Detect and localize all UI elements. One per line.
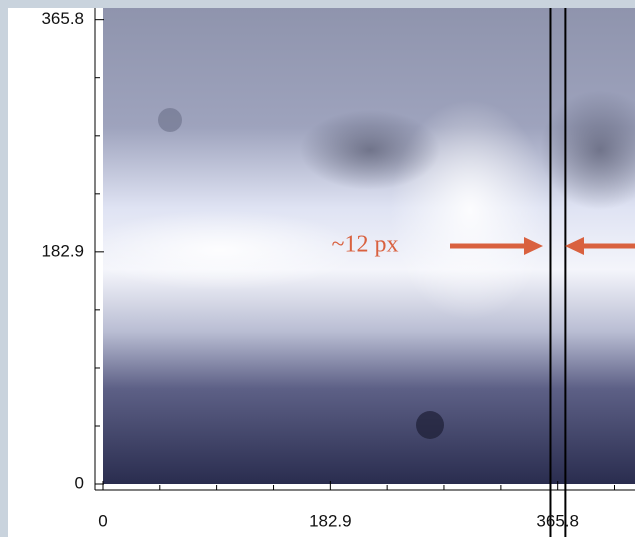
- annotation-text: ~12 px: [332, 232, 399, 258]
- photo-shadow: [300, 110, 440, 190]
- photo-spot: [158, 108, 182, 132]
- y-tick-label: 365.8: [41, 9, 84, 28]
- x-tick-label: 182.9: [309, 511, 352, 530]
- arrow-head: [524, 237, 543, 255]
- annotation: ~12 px: [332, 232, 635, 258]
- y-tick-label: 0: [75, 473, 84, 492]
- photo: [80, 8, 635, 484]
- x-tick-label: 365.8: [536, 511, 579, 530]
- photo-spot: [416, 411, 444, 439]
- photo-highlight: [80, 210, 360, 290]
- x-tick-label: 0: [98, 511, 107, 530]
- y-tick-label: 182.9: [41, 241, 84, 260]
- photo-shadow: [540, 90, 635, 210]
- arrow-head: [565, 237, 584, 255]
